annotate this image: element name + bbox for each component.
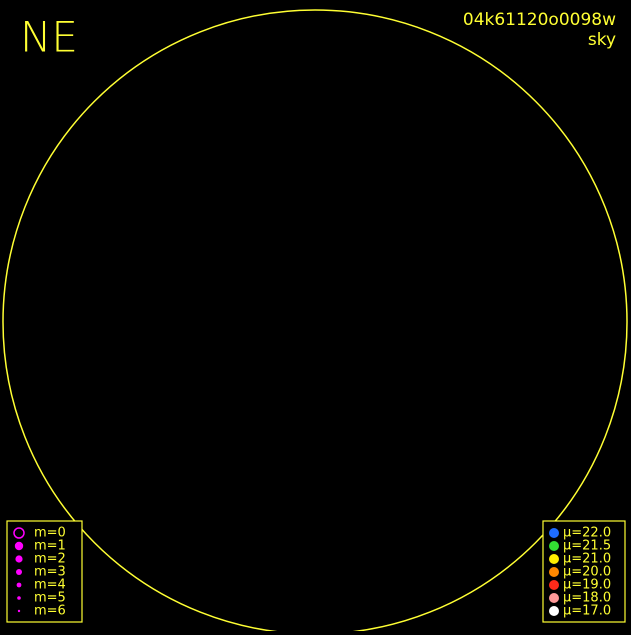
magnitude-label: m=2	[34, 552, 66, 567]
magnitude-marker	[16, 582, 22, 588]
brightness-label: μ=17.0	[563, 604, 611, 619]
brightness-label: μ=21.0	[563, 552, 611, 567]
magnitude-label: m=1	[34, 539, 66, 554]
corner-label: NE	[20, 13, 78, 62]
brightness-marker	[549, 567, 559, 577]
brightness-label: μ=19.0	[563, 578, 611, 593]
brightness-marker	[549, 606, 559, 616]
magnitude-marker	[14, 541, 24, 551]
brightness-marker	[549, 541, 559, 551]
brightness-marker	[549, 528, 559, 538]
magnitude-marker	[17, 609, 21, 613]
brightness-label: μ=20.0	[563, 565, 611, 580]
magnitude-legend: m=0m=1m=2m=3m=4m=5m=6	[13, 526, 66, 619]
magnitude-label: m=6	[34, 604, 66, 619]
magnitude-label: m=4	[34, 578, 66, 593]
magnitude-marker	[16, 569, 22, 575]
magnitude-marker	[15, 555, 23, 563]
magnitude-label: m=3	[34, 565, 66, 580]
brightness-label: μ=21.5	[563, 539, 611, 554]
brightness-marker	[549, 580, 559, 590]
brightness-legend: μ=22.0μ=21.5μ=21.0μ=20.0μ=19.0μ=18.0μ=17…	[549, 526, 611, 619]
magnitude-label: m=0	[34, 526, 66, 541]
magnitude-marker	[13, 527, 25, 539]
image-id: 04k61120o0098w	[463, 10, 616, 30]
brightness-marker	[549, 593, 559, 603]
brightness-label: μ=18.0	[563, 591, 611, 606]
magnitude-label: m=5	[34, 591, 66, 606]
magnitude-marker	[17, 596, 21, 600]
image-type: sky	[588, 30, 616, 50]
brightness-label: μ=22.0	[563, 526, 611, 541]
brightness-marker	[549, 554, 559, 564]
